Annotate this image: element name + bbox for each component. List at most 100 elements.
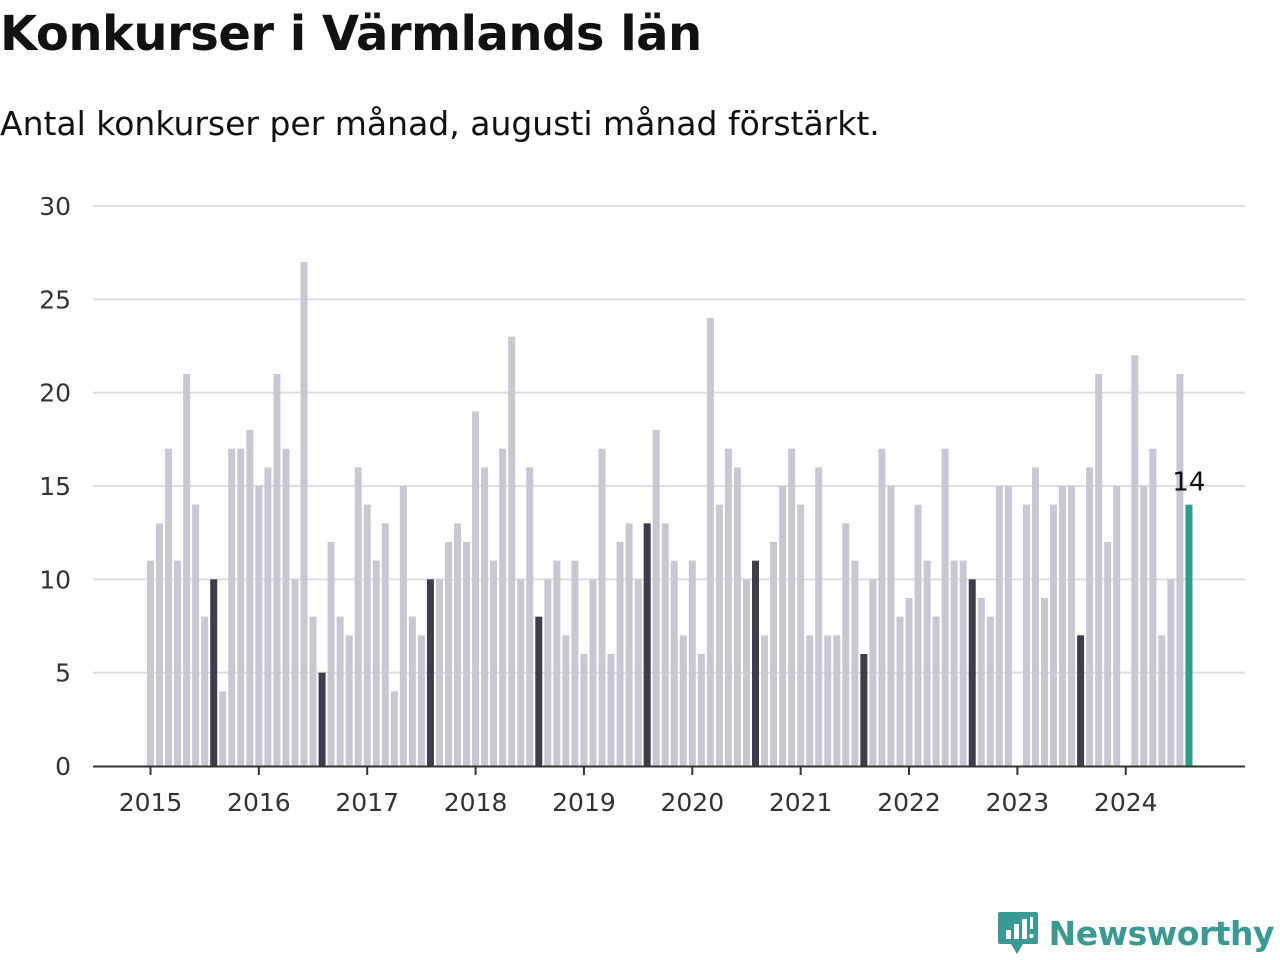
bar <box>526 467 534 766</box>
bar <box>490 560 498 766</box>
x-tick-label: 2020 <box>660 788 724 817</box>
bar <box>454 523 462 766</box>
bar <box>887 486 895 766</box>
bar <box>1086 467 1094 766</box>
bar <box>237 448 245 766</box>
bar <box>291 579 299 766</box>
newsworthy-logo-icon <box>997 912 1038 954</box>
bar <box>959 560 967 766</box>
bar <box>968 579 976 766</box>
bar <box>1077 635 1085 766</box>
bar <box>1004 486 1012 766</box>
bar <box>788 448 796 766</box>
bar <box>742 579 750 766</box>
bar <box>1149 448 1157 766</box>
bar <box>616 542 624 766</box>
bar <box>1059 486 1067 766</box>
bar <box>508 336 516 766</box>
bar <box>697 654 705 766</box>
bar <box>417 635 425 766</box>
bar <box>463 542 471 766</box>
bar <box>1113 486 1121 766</box>
bar <box>941 448 949 766</box>
bar <box>282 448 290 766</box>
bar <box>544 579 552 766</box>
x-tick-label: 2018 <box>444 788 508 817</box>
bar <box>914 504 922 766</box>
bar <box>679 635 687 766</box>
bar <box>327 542 335 766</box>
y-tick-label: 30 <box>39 192 71 221</box>
x-tick-label: 2022 <box>877 788 941 817</box>
bar <box>833 635 841 766</box>
bar <box>1131 355 1139 766</box>
chart-title: Konkurser i Värmlands län <box>0 6 702 62</box>
bar <box>670 560 678 766</box>
bar <box>634 579 642 766</box>
bar <box>481 467 489 766</box>
bar <box>517 579 525 766</box>
bar <box>1185 504 1193 766</box>
bar <box>1176 374 1184 766</box>
newsworthy-logo: Newsworthy <box>997 910 1275 956</box>
bar <box>688 560 696 766</box>
bar <box>300 262 308 766</box>
bar <box>715 504 723 766</box>
bar <box>661 523 669 766</box>
bar <box>905 598 913 766</box>
bar <box>752 560 760 766</box>
bar <box>318 672 326 766</box>
y-tick-label: 0 <box>55 752 71 781</box>
bar <box>354 467 362 766</box>
bar <box>156 523 164 766</box>
bar <box>444 542 452 766</box>
bar <box>878 448 886 766</box>
bar <box>1068 486 1076 766</box>
bar <box>860 654 868 766</box>
bar <box>499 448 507 766</box>
bars <box>147 262 1193 766</box>
bar <box>986 616 994 766</box>
bar <box>580 654 588 766</box>
y-tick-label: 20 <box>39 379 71 408</box>
bar <box>336 616 344 766</box>
bar <box>851 560 859 766</box>
y-tick-label: 5 <box>55 659 71 688</box>
x-tick-label: 2015 <box>119 788 183 817</box>
bar <box>1095 374 1103 766</box>
bar <box>147 560 154 766</box>
bar <box>724 448 732 766</box>
y-tick-label: 25 <box>39 285 71 314</box>
bar <box>761 635 769 766</box>
bar <box>932 616 940 766</box>
bar <box>625 523 633 766</box>
bar <box>381 523 389 766</box>
bar <box>824 635 832 766</box>
bar <box>255 486 263 766</box>
bar <box>535 616 543 766</box>
bar <box>797 504 805 766</box>
bar <box>589 579 597 766</box>
bar <box>264 467 272 766</box>
bar <box>770 542 778 766</box>
bar <box>869 579 877 766</box>
bar <box>201 616 209 766</box>
chart-subtitle: Antal konkurser per månad, augusti månad… <box>0 104 880 143</box>
bar <box>779 486 787 766</box>
x-tick-label: 2019 <box>552 788 616 817</box>
bar <box>1050 504 1057 766</box>
bar <box>923 560 931 766</box>
latest-value-label: 14 <box>1172 468 1205 498</box>
bar <box>950 560 958 766</box>
bar <box>553 560 561 766</box>
bar <box>309 616 317 766</box>
bar <box>1167 579 1175 766</box>
bar <box>390 691 398 766</box>
bar <box>426 579 434 766</box>
bar <box>652 430 660 766</box>
x-tick-label: 2024 <box>1094 788 1158 817</box>
bar <box>1031 467 1039 766</box>
bar <box>399 486 407 766</box>
bar <box>571 560 579 766</box>
bar <box>896 616 904 766</box>
